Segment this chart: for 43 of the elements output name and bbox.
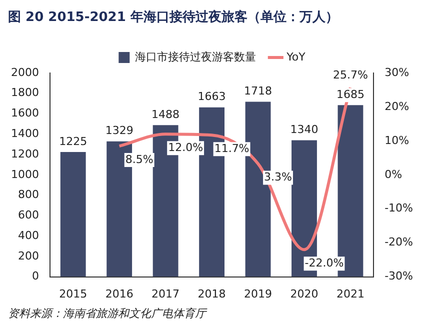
- y-tick-label: 1600: [10, 106, 39, 120]
- x-tick-label: 2016: [105, 287, 134, 300]
- y2-tick-label: 10%: [384, 134, 410, 147]
- data-label: 1663: [198, 90, 226, 104]
- data-label: 12.0%: [168, 141, 204, 154]
- data-label: -22.0%: [304, 256, 344, 270]
- y2-tick-label: -10%: [384, 202, 414, 215]
- y-tick-label: 400: [18, 228, 39, 242]
- data-label: 1329: [105, 124, 134, 138]
- x-tick-label: 2018: [198, 287, 226, 300]
- text: 资料来源：海南省旅游和文化广电体育厅: [8, 306, 208, 321]
- data-label: 1488: [152, 108, 180, 122]
- y-tick-label: 2000: [10, 66, 39, 79]
- y2-tick-label: 30%: [384, 66, 410, 79]
- bar: [60, 152, 86, 277]
- data-label: 1685: [336, 88, 364, 101]
- data-label: 11.7%: [214, 142, 250, 156]
- y-tick-label: 1800: [10, 86, 39, 100]
- y2-tick-label: -30%: [384, 270, 414, 283]
- legend-label: 海口市接待过夜游客数量: [135, 50, 256, 64]
- data-label: 8.5%: [125, 152, 154, 166]
- data-label: 25.7%: [332, 68, 368, 82]
- y-tick-label: 800: [18, 188, 39, 202]
- data-label: 1225: [59, 134, 88, 148]
- x-tick-label: 2021: [336, 287, 364, 300]
- y-tick-label: 200: [18, 249, 39, 262]
- y-tick-label: 1400: [10, 127, 39, 140]
- y-tick-label: 1000: [10, 168, 39, 181]
- x-tick-label: 2020: [290, 287, 318, 300]
- x-tick-label: 2017: [152, 287, 180, 300]
- y2-tick-label: -20%: [384, 236, 414, 249]
- data-label: 1340: [290, 123, 318, 136]
- y-tick-label: 1200: [10, 147, 39, 160]
- x-tick-label: 2019: [244, 287, 272, 300]
- chart-title: 图 20 2015-2021 年海口接待过夜旅客（单位：万人）: [8, 8, 340, 27]
- legend-label: YoY: [286, 50, 306, 64]
- y-tick-label: 0: [32, 270, 39, 283]
- x-tick-label: 2015: [59, 287, 88, 300]
- y2-tick-label: 0%: [384, 168, 402, 181]
- data-label: 1718: [244, 84, 272, 98]
- y-tick-label: 600: [18, 208, 39, 222]
- data-label: 3.3%: [264, 170, 292, 184]
- y2-tick-label: 20%: [384, 100, 410, 113]
